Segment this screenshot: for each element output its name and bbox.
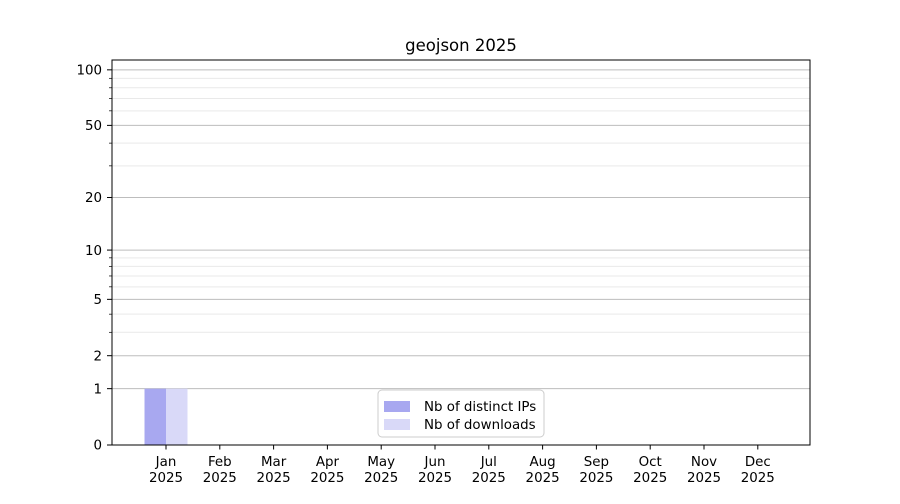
x-tick-label-month: Jun <box>424 455 446 470</box>
x-tick-label-year: 2025 <box>633 471 667 486</box>
minor-gridlines <box>112 77 810 333</box>
x-tick-label-year: 2025 <box>741 471 775 486</box>
x-tick-label-year: 2025 <box>149 471 183 486</box>
x-tick-label-month: Aug <box>530 455 556 470</box>
y-tick-label: 0 <box>93 439 102 454</box>
legend-swatch-distinct-ips <box>384 401 410 412</box>
legend-swatch-downloads <box>384 419 410 430</box>
y-tick-label: 10 <box>85 244 102 259</box>
y-axis: 0 1 2 5 10 20 50 100 <box>76 64 112 454</box>
x-tick-label-month: Dec <box>745 455 771 470</box>
x-axis: Jan2025Feb2025Mar2025Apr2025May2025Jun20… <box>149 445 775 486</box>
x-tick-label-month: Oct <box>639 455 662 470</box>
x-tick-label-year: 2025 <box>687 471 721 486</box>
x-tick-label-month: May <box>367 455 395 470</box>
legend-label-distinct-ips: Nb of distinct IPs <box>424 400 536 415</box>
x-tick-label-year: 2025 <box>203 471 237 486</box>
x-tick-label-month: Jul <box>480 455 497 470</box>
x-tick-label-year: 2025 <box>579 471 613 486</box>
x-tick-label-month: Jan <box>155 455 177 470</box>
x-tick-label-year: 2025 <box>526 471 560 486</box>
bar-series-group <box>144 388 188 445</box>
y-tick-label: 1 <box>93 382 102 397</box>
y-tick-label: 5 <box>93 293 102 308</box>
x-tick-label-month: Nov <box>691 455 717 470</box>
x-tick-label-year: 2025 <box>364 471 398 486</box>
x-tick-label-month: Feb <box>208 455 232 470</box>
x-tick-label-month: Apr <box>316 455 340 470</box>
x-tick-label-year: 2025 <box>310 471 344 486</box>
major-gridlines <box>112 69 810 390</box>
legend-box <box>377 389 545 438</box>
y-tick-label: 50 <box>85 119 102 134</box>
x-tick-label-month: Sep <box>584 455 609 470</box>
x-tick-label-year: 2025 <box>418 471 452 486</box>
y-tick-label: 20 <box>85 191 102 206</box>
legend: Nb of distinct IPs Nb of downloads <box>377 389 545 438</box>
legend-label-downloads: Nb of downloads <box>424 418 536 433</box>
chart-title: geojson 2025 <box>405 36 517 55</box>
x-tick-label-month: Mar <box>261 455 287 470</box>
x-tick-label-year: 2025 <box>257 471 291 486</box>
plot-border <box>111 59 811 446</box>
x-tick-label-year: 2025 <box>472 471 506 486</box>
y-tick-label: 100 <box>76 64 102 79</box>
bar-downloads-jan <box>166 388 188 445</box>
bar-distinct-ips-jan <box>144 388 166 445</box>
y-tick-label: 2 <box>93 349 102 364</box>
